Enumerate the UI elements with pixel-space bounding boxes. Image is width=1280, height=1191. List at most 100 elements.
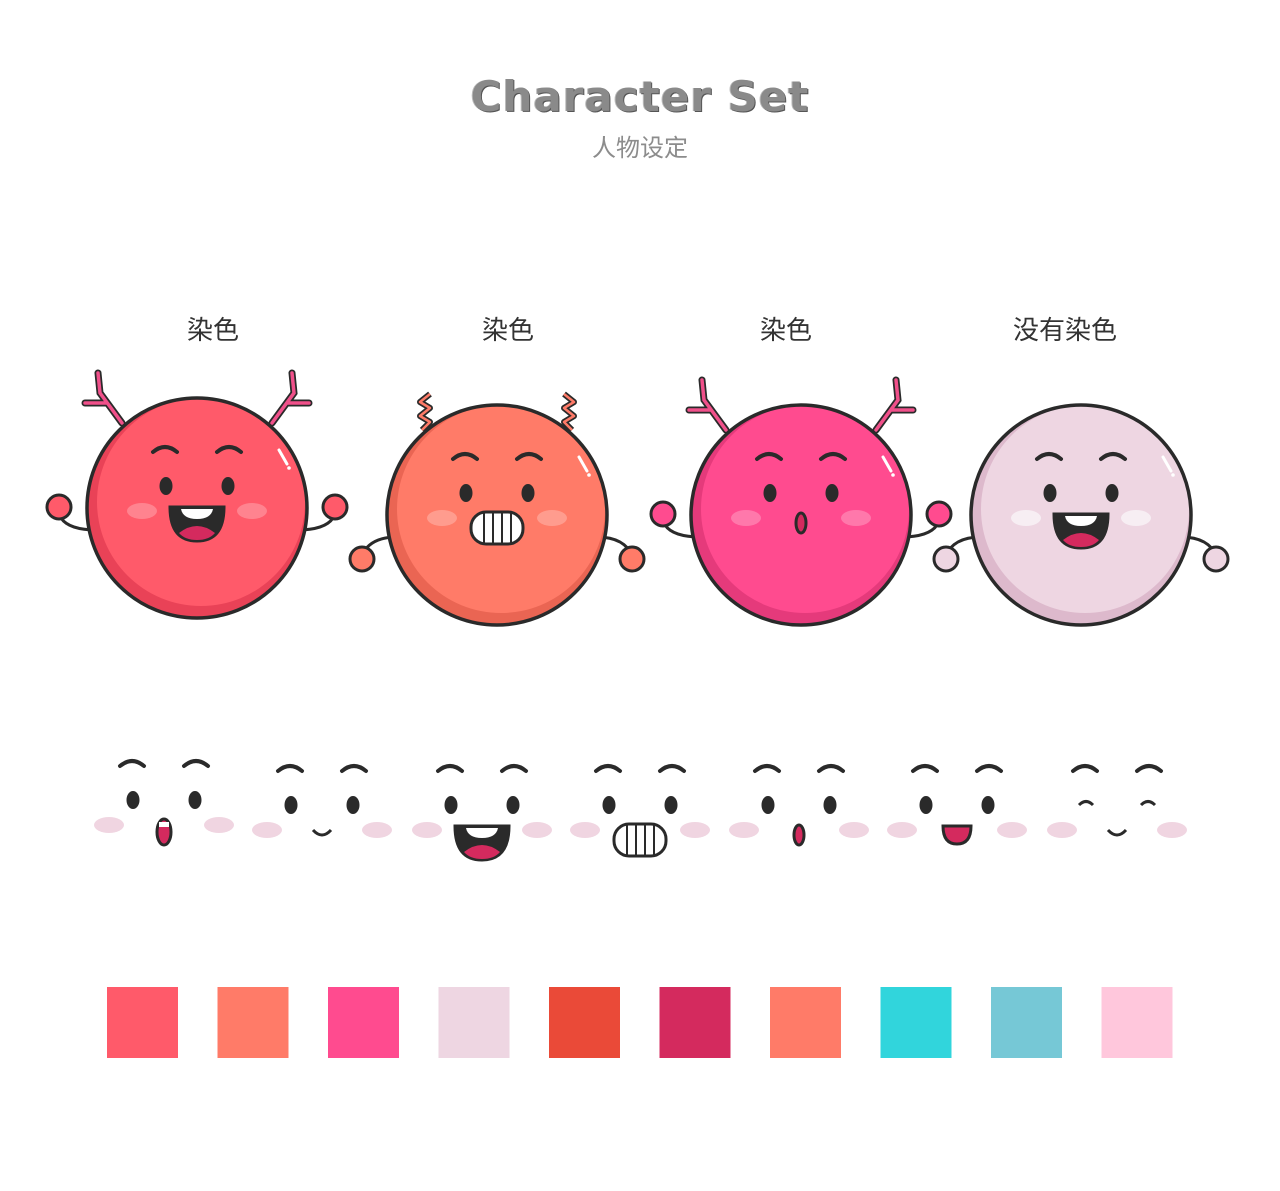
blush bbox=[412, 822, 442, 838]
body bbox=[981, 405, 1189, 613]
eye bbox=[506, 796, 520, 814]
highlight bbox=[577, 455, 589, 473]
color-swatch bbox=[1101, 987, 1173, 1058]
eye bbox=[346, 796, 360, 814]
eye bbox=[284, 796, 298, 814]
spring-hair bbox=[418, 393, 432, 431]
expression-small-open bbox=[887, 764, 1027, 846]
body bbox=[397, 405, 605, 613]
body-outline bbox=[969, 403, 1193, 627]
mouth bbox=[469, 510, 525, 546]
hand bbox=[321, 493, 349, 521]
highlight bbox=[287, 466, 291, 470]
body-outline bbox=[689, 403, 913, 627]
blush bbox=[1047, 822, 1077, 838]
character-label: 染色 bbox=[759, 316, 812, 346]
eye bbox=[159, 477, 173, 495]
antler bbox=[270, 371, 311, 425]
eye bbox=[825, 484, 839, 502]
eyebrow bbox=[1071, 764, 1099, 773]
teeth bbox=[159, 822, 169, 827]
blush bbox=[522, 822, 552, 838]
eyebrow bbox=[182, 759, 210, 768]
character-label: 没有染色 bbox=[1012, 316, 1117, 346]
eyebrow bbox=[594, 764, 622, 773]
eye bbox=[602, 796, 616, 814]
page-subtitle: 人物设定 bbox=[592, 134, 688, 162]
eyebrow bbox=[658, 764, 686, 773]
blush bbox=[680, 822, 710, 838]
body-outline bbox=[85, 396, 309, 620]
blush bbox=[427, 510, 457, 526]
eyebrow bbox=[1035, 452, 1063, 461]
blush bbox=[841, 510, 871, 526]
blush bbox=[887, 822, 917, 838]
expression-closed-eyes-smile bbox=[1047, 764, 1187, 838]
blush bbox=[839, 822, 869, 838]
blush bbox=[570, 822, 600, 838]
eyebrow bbox=[500, 764, 528, 773]
mouth bbox=[612, 822, 668, 858]
blush bbox=[997, 822, 1027, 838]
color-swatch bbox=[659, 987, 731, 1058]
eye bbox=[221, 477, 235, 495]
character bbox=[649, 376, 953, 627]
eyebrow bbox=[515, 452, 543, 461]
hand bbox=[348, 545, 376, 573]
blush bbox=[362, 822, 392, 838]
blush bbox=[1157, 822, 1187, 838]
teeth bbox=[466, 828, 498, 838]
body bbox=[701, 405, 909, 613]
mouth bbox=[794, 511, 808, 535]
hand bbox=[45, 493, 73, 521]
body bbox=[97, 398, 305, 606]
closed-eye bbox=[1139, 800, 1157, 807]
tongue bbox=[1063, 533, 1099, 547]
blush bbox=[537, 510, 567, 526]
eye bbox=[763, 484, 777, 502]
closed-eye bbox=[1077, 800, 1095, 807]
character-label: 染色 bbox=[186, 316, 239, 346]
hand bbox=[925, 500, 953, 528]
color-swatch bbox=[107, 987, 178, 1058]
eye bbox=[459, 484, 473, 502]
body-outline bbox=[385, 403, 609, 627]
hand bbox=[932, 545, 960, 573]
eyebrow bbox=[215, 445, 243, 454]
mouth bbox=[941, 824, 973, 846]
eye bbox=[761, 796, 775, 814]
eye bbox=[1105, 484, 1119, 502]
color-swatch bbox=[438, 987, 510, 1058]
eyebrow bbox=[151, 445, 179, 454]
blush bbox=[94, 817, 124, 833]
expression-small-o bbox=[729, 764, 869, 847]
expression-smile bbox=[252, 764, 392, 838]
spring-hair bbox=[562, 393, 576, 431]
color-swatch bbox=[328, 987, 399, 1058]
highlight bbox=[1161, 455, 1173, 473]
eyebrow bbox=[975, 764, 1003, 773]
blush bbox=[731, 510, 761, 526]
eyebrow bbox=[753, 764, 781, 773]
blush bbox=[204, 817, 234, 833]
eye bbox=[521, 484, 535, 502]
eye bbox=[919, 796, 933, 814]
highlight bbox=[277, 448, 289, 466]
blush bbox=[1121, 510, 1151, 526]
color-swatch bbox=[770, 987, 841, 1058]
hand bbox=[649, 500, 677, 528]
color-swatch bbox=[880, 987, 952, 1058]
expression-surprised bbox=[94, 759, 234, 847]
eye bbox=[664, 796, 678, 814]
mouth bbox=[1106, 828, 1128, 837]
blush bbox=[252, 822, 282, 838]
highlight bbox=[587, 473, 591, 477]
eyebrow bbox=[451, 452, 479, 461]
character bbox=[348, 391, 646, 627]
mouth bbox=[311, 828, 333, 837]
eyebrow bbox=[118, 759, 146, 768]
blush bbox=[729, 822, 759, 838]
highlight bbox=[1171, 473, 1175, 477]
eye bbox=[126, 791, 140, 809]
